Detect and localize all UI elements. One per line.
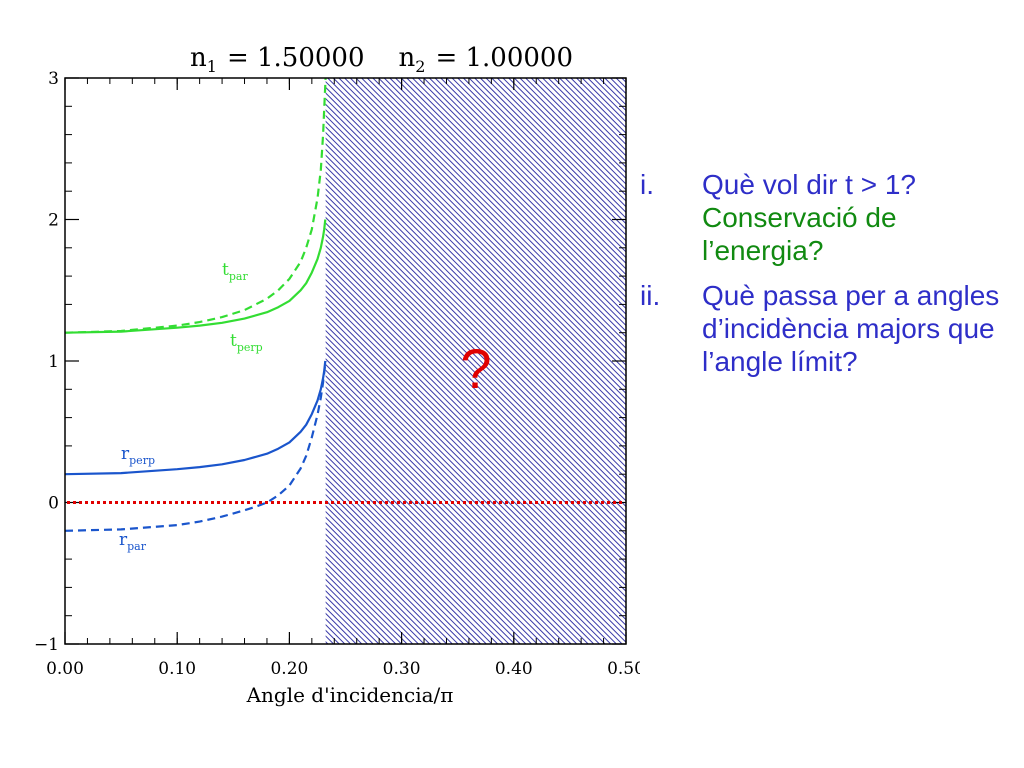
series-line-t_par [65,219,327,334]
x-tick-label: 0.40 [495,659,533,679]
y-tick-label: 2 [48,211,59,231]
question-mark-label: ? [460,337,491,400]
n1-label: n [190,43,207,73]
note-item-1: i. Què vol dir t > 1? Conservació de l’e… [640,168,1010,267]
x-tick-label: 0.30 [383,659,421,679]
discussion-notes: i. Què vol dir t > 1? Conservació de l’e… [640,168,1010,390]
x-tick-label: 0.10 [158,659,196,679]
label-t-par: tpar [222,260,248,283]
chart-title: n1 = 1.50000 n2 = 1.00000 [190,43,573,76]
label-t-perp: tperp [230,331,263,354]
x-axis-label: Angle d'incidencia/π [246,683,454,707]
series-line-r_perp [65,360,327,476]
note-item-2: ii. Què passa per a angles d’incidència … [640,279,1010,378]
note-marker-2: ii. [640,280,661,311]
n1-value: = 1.50000 [227,43,365,73]
y-tick-label: 1 [48,352,59,372]
label-r-par: rpar [119,530,147,553]
fresnel-chart: n1 = 1.50000 n2 = 1.00000 ? 0.00 0.10 0.20 0.3… [34,43,640,707]
x-tick-label: 0.50 [607,659,640,679]
note-marker-1: i. [640,169,654,200]
n2-label: n [399,43,416,73]
y-tick-label: −1 [34,635,59,655]
x-tick-label: 0.00 [46,659,84,679]
label-r-perp: rperp [121,444,155,467]
n2-subscript: 2 [415,57,425,76]
series-curves [65,78,327,532]
series-line-t_perp [65,78,327,334]
series-line-r_par [65,360,327,532]
n2-value: = 1.00000 [435,43,573,73]
x-tick-label: 0.20 [270,659,308,679]
plot-frame [64,77,627,645]
shaded-region [325,78,626,644]
note-comment-1: Conservació de l’energia? [702,202,897,266]
y-tick-label: 3 [48,69,59,89]
n1-subscript: 1 [207,57,217,76]
y-tick-label: 0 [48,494,59,514]
note-question-1: Què vol dir t > 1? [702,169,917,200]
note-question-2: Què passa per a angles d’incidència majo… [702,280,1000,377]
